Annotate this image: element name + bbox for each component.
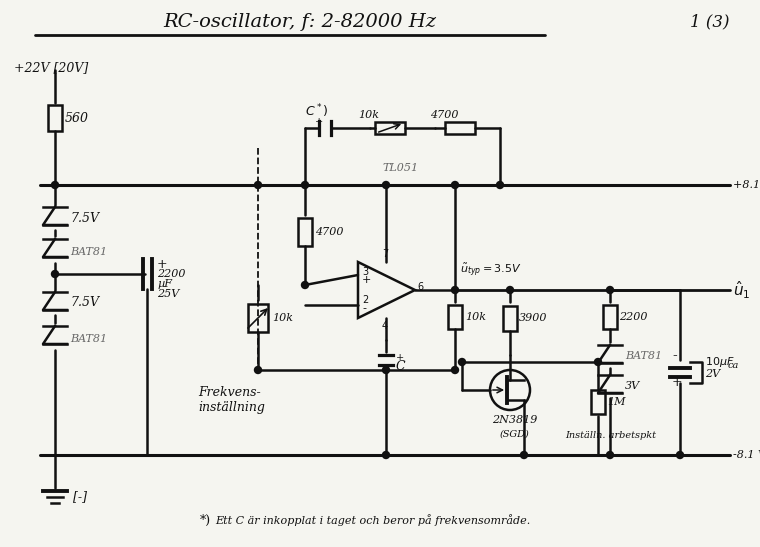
Text: inställning: inställning xyxy=(198,400,265,414)
Text: -: - xyxy=(672,349,676,363)
Circle shape xyxy=(521,451,527,458)
Text: 2: 2 xyxy=(362,295,369,305)
Circle shape xyxy=(382,182,389,189)
Text: Frekvens-: Frekvens- xyxy=(198,387,261,399)
Text: $\hat{u}_1$: $\hat{u}_1$ xyxy=(733,279,751,301)
Bar xyxy=(298,218,312,246)
Circle shape xyxy=(451,182,458,189)
Text: 2200: 2200 xyxy=(619,312,648,322)
Text: C: C xyxy=(396,360,406,374)
Circle shape xyxy=(52,182,59,189)
Text: RC-oscillator, f: 2-82000 Hz: RC-oscillator, f: 2-82000 Hz xyxy=(163,13,436,31)
Text: +: + xyxy=(672,375,682,388)
Circle shape xyxy=(451,287,458,294)
Text: 7.5V: 7.5V xyxy=(70,212,99,224)
Circle shape xyxy=(382,366,389,374)
Bar xyxy=(503,306,517,330)
Text: $\tilde{u}_{typ}=3.5V$: $\tilde{u}_{typ}=3.5V$ xyxy=(460,261,521,279)
Text: *): *) xyxy=(200,514,211,527)
Text: Ett C är inkopplat i taget och beror på frekvensområde.: Ett C är inkopplat i taget och beror på … xyxy=(215,514,530,526)
Text: -8.1 V: -8.1 V xyxy=(733,450,760,460)
Text: 4700: 4700 xyxy=(315,227,344,237)
Text: 2N3819: 2N3819 xyxy=(492,415,537,425)
Circle shape xyxy=(382,451,389,458)
Circle shape xyxy=(496,182,503,189)
Text: 3: 3 xyxy=(362,267,368,277)
Text: [-]: [-] xyxy=(73,491,87,503)
Text: 1 (3): 1 (3) xyxy=(690,14,730,31)
Text: +: + xyxy=(362,275,372,285)
Circle shape xyxy=(52,271,59,277)
Bar xyxy=(48,105,62,131)
Text: BAT81: BAT81 xyxy=(625,351,662,361)
Text: 6: 6 xyxy=(417,282,423,292)
Circle shape xyxy=(255,366,261,374)
Text: TL051: TL051 xyxy=(382,163,418,173)
Bar xyxy=(603,305,617,329)
Text: $10\mu F$: $10\mu F$ xyxy=(705,355,735,369)
Text: 10k: 10k xyxy=(272,313,293,323)
Text: Inställn. arbetspkt: Inställn. arbetspkt xyxy=(565,430,656,439)
Text: $C^*)$: $C^*)$ xyxy=(305,102,328,120)
Circle shape xyxy=(302,282,309,288)
Circle shape xyxy=(594,358,601,365)
Text: 10k: 10k xyxy=(358,110,379,120)
Text: 1M: 1M xyxy=(607,397,625,407)
Text: 7: 7 xyxy=(382,249,388,259)
Text: +22V [20V]: +22V [20V] xyxy=(14,61,88,74)
Text: 2V: 2V xyxy=(705,369,720,379)
Text: 560: 560 xyxy=(65,112,89,125)
Circle shape xyxy=(255,182,261,189)
Circle shape xyxy=(506,287,514,294)
Text: 10k: 10k xyxy=(465,312,486,322)
Circle shape xyxy=(606,451,613,458)
Text: 25V: 25V xyxy=(157,289,179,299)
Text: 3V: 3V xyxy=(625,381,640,391)
Circle shape xyxy=(606,287,613,294)
Circle shape xyxy=(676,451,683,458)
Circle shape xyxy=(451,366,458,374)
Text: (SGD): (SGD) xyxy=(500,429,530,439)
Text: µF: µF xyxy=(157,279,172,289)
Circle shape xyxy=(458,358,465,365)
Bar xyxy=(248,304,268,332)
Bar xyxy=(448,305,462,329)
Bar xyxy=(591,390,605,414)
Text: 4700: 4700 xyxy=(430,110,458,120)
Text: 4: 4 xyxy=(382,321,388,331)
Text: BAT81: BAT81 xyxy=(70,247,107,257)
Text: BAT81: BAT81 xyxy=(70,334,107,344)
Text: ca: ca xyxy=(728,362,739,370)
Text: 2200: 2200 xyxy=(157,269,185,279)
Text: +: + xyxy=(157,259,168,271)
Text: +: + xyxy=(315,117,323,125)
Text: +: + xyxy=(396,353,404,363)
Text: +8.1 V: +8.1 V xyxy=(733,180,760,190)
Text: 7.5V: 7.5V xyxy=(70,296,99,310)
Text: 3900: 3900 xyxy=(519,313,547,323)
Text: -: - xyxy=(362,303,366,313)
Bar xyxy=(445,122,475,134)
Bar xyxy=(375,122,405,134)
Circle shape xyxy=(302,182,309,189)
